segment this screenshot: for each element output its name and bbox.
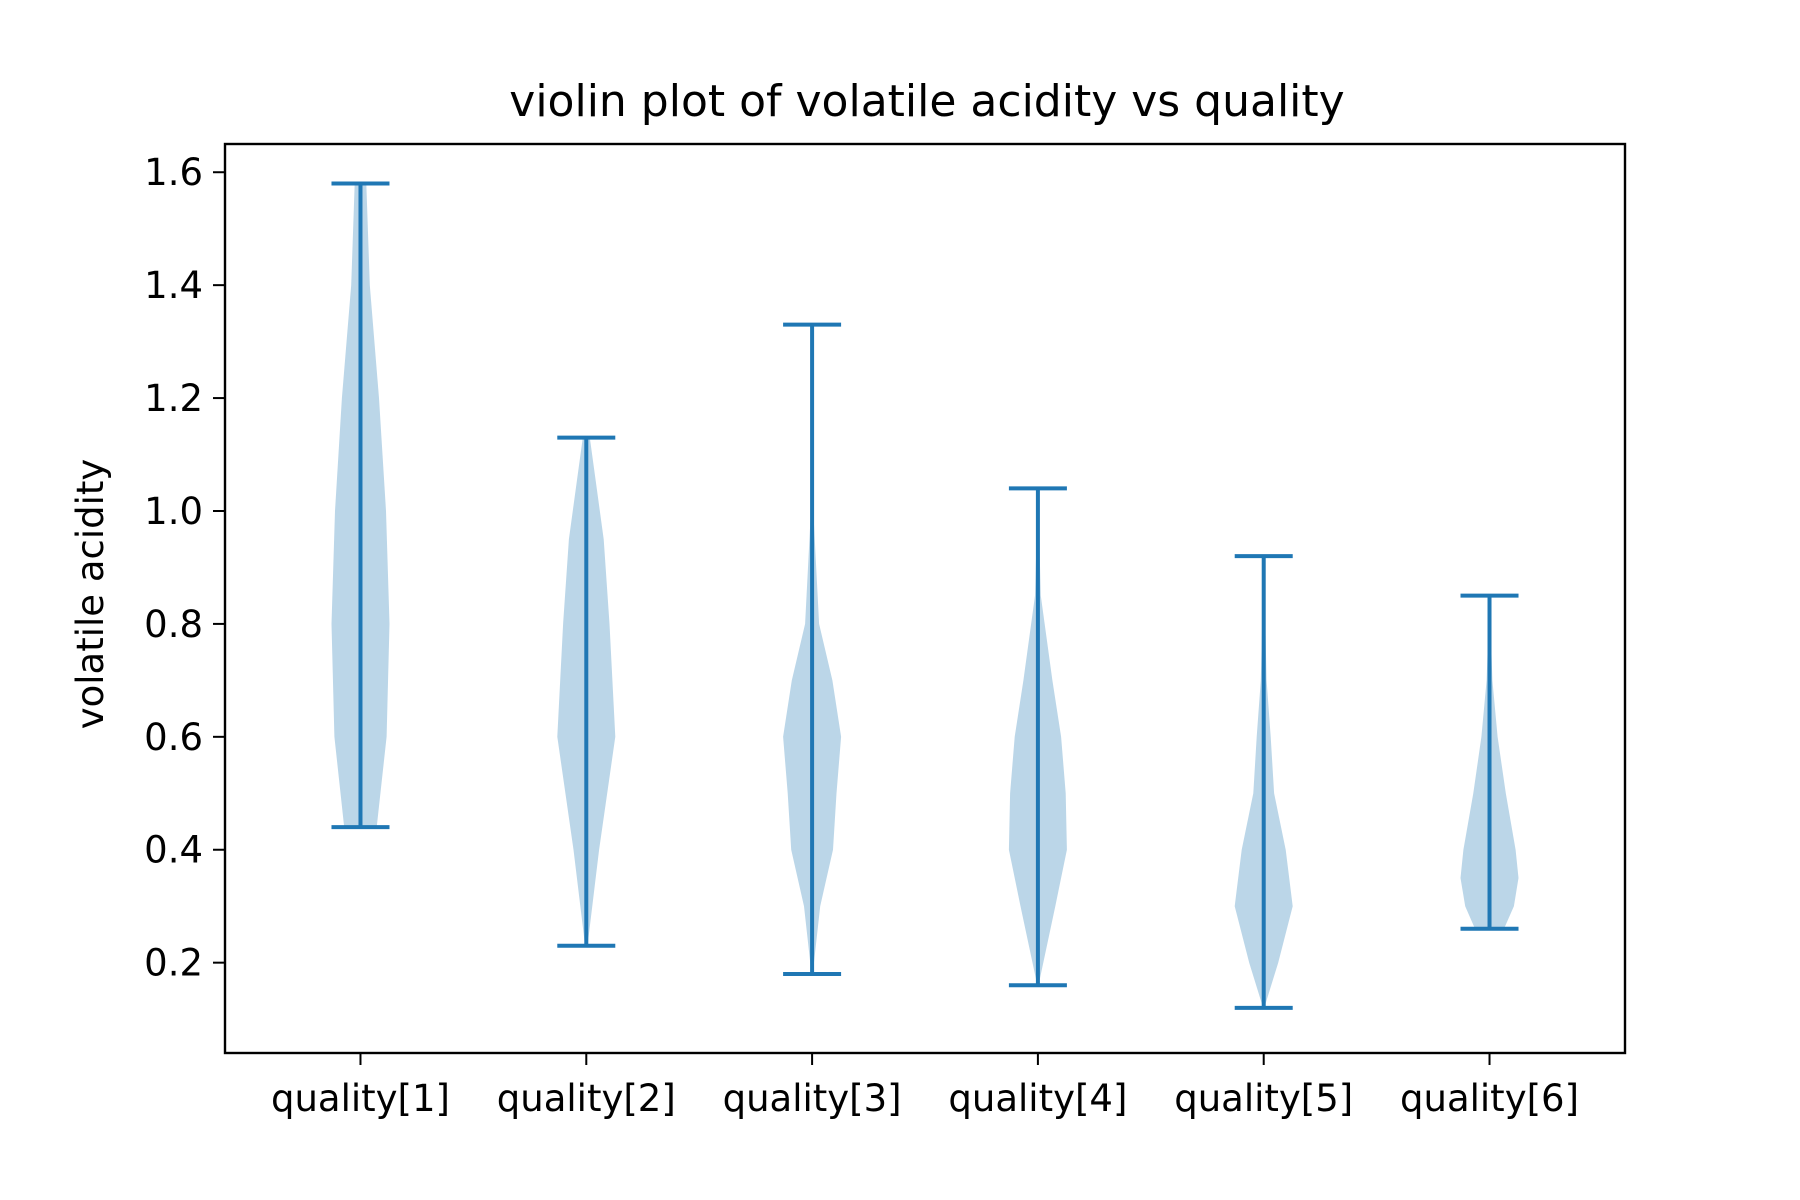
x-axis-ticks: quality[1] quality[2] quality[3] quality[4]… <box>271 1053 1579 1120</box>
y-tick-label: 1.4 <box>144 264 203 307</box>
y-tick-label: 0.6 <box>144 716 203 759</box>
y-tick-label: 0.4 <box>144 829 203 872</box>
x-tick-label: quality[2] <box>497 1077 676 1120</box>
y-axis-label: volatile acidity <box>69 459 112 730</box>
y-axis-ticks: 0.2 0.4 0.6 0.8 1.0 1.2 1.4 1.6 <box>144 151 225 985</box>
x-tick-label: quality[5] <box>1174 1077 1353 1120</box>
y-tick-label: 0.8 <box>144 603 203 646</box>
y-tick-label: 0.2 <box>144 942 203 985</box>
x-tick-label: quality[1] <box>271 1077 450 1120</box>
violins-group <box>331 181 1519 1010</box>
y-tick-label: 1.6 <box>144 151 203 194</box>
x-tick-label: quality[6] <box>1400 1077 1579 1120</box>
chart-title: violin plot of volatile acidity vs quali… <box>509 76 1344 127</box>
x-tick-label: quality[4] <box>948 1077 1127 1120</box>
x-tick-label: quality[3] <box>723 1077 902 1120</box>
y-tick-label: 1.2 <box>144 377 203 420</box>
plot-area-frame <box>223 142 1627 1055</box>
y-tick-label: 1.0 <box>144 490 203 533</box>
